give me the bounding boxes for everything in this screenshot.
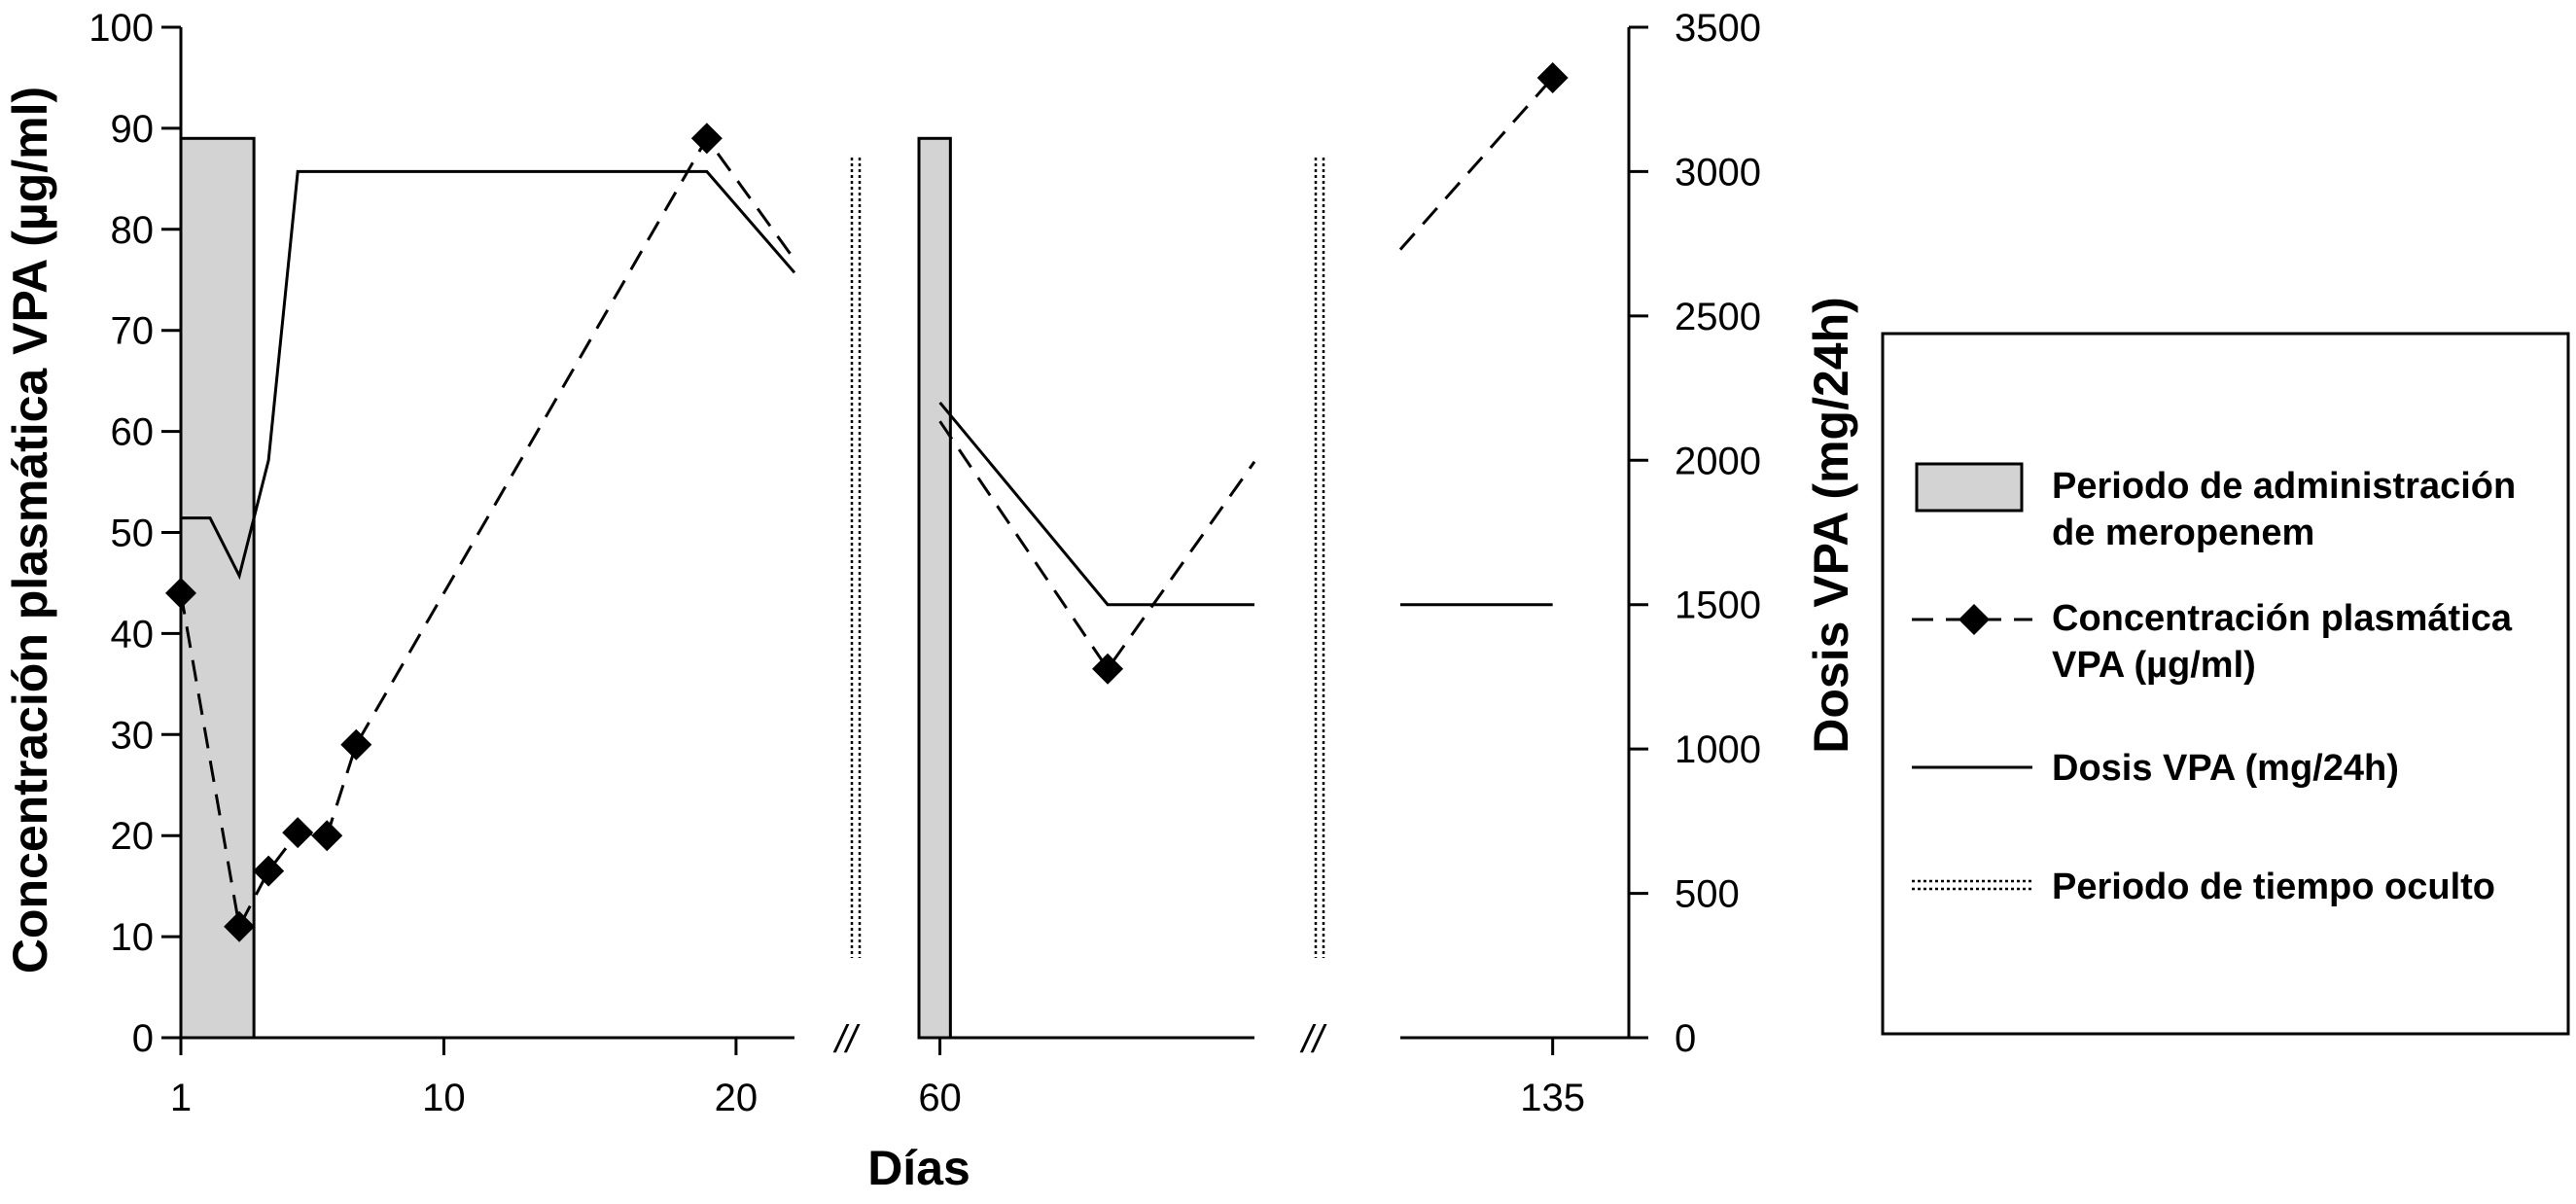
x-axis-title: Días bbox=[867, 1141, 970, 1195]
y-right-tick-label: 2500 bbox=[1675, 296, 1761, 338]
legend-label-0-line-0: Periodo de administración bbox=[2052, 466, 2516, 507]
y-left-tick-label: 80 bbox=[111, 209, 155, 252]
concentration-data-point bbox=[690, 123, 723, 155]
legend-label-0: Periodo de administración de meropenem bbox=[2052, 466, 2516, 553]
x-tick-label: 10 bbox=[422, 1077, 466, 1119]
y-left-tick-label: 0 bbox=[132, 1017, 154, 1060]
y-left-tick-label: 50 bbox=[111, 513, 155, 555]
concentration-data-point bbox=[1092, 653, 1124, 685]
x-tick-label: 135 bbox=[1520, 1077, 1585, 1119]
y-right-tick-label: 1000 bbox=[1675, 728, 1761, 771]
y-right-tick-label: 3000 bbox=[1675, 151, 1761, 194]
series-line-0-segment-2 bbox=[1398, 76, 1554, 251]
legend-box bbox=[1881, 332, 2570, 1036]
concentration-data-point bbox=[224, 910, 256, 942]
legend-symbol-meropenem bbox=[1915, 462, 2024, 513]
legend-label-1-line-1: VPA (µg/ml) bbox=[2052, 645, 2256, 686]
concentration-data-point bbox=[282, 817, 314, 849]
concentration-data-point bbox=[165, 577, 196, 609]
legend-label-0-line-1: de meropenem bbox=[2052, 513, 2314, 553]
y-left-tick-label: 60 bbox=[111, 411, 155, 454]
x-tick-label: 20 bbox=[715, 1077, 759, 1119]
y-axis-right-title: Dosis VPA (mg/24h) bbox=[1804, 297, 1858, 754]
legend-symbol-concentration-diamond bbox=[1958, 604, 1990, 635]
y-axis-left-title: Concentración plasmática VPA (µg/ml) bbox=[3, 87, 57, 974]
y-right-tick-label: 1500 bbox=[1675, 584, 1761, 627]
y-right-tick-label: 0 bbox=[1675, 1017, 1696, 1060]
y-right-tick-label: 2000 bbox=[1675, 440, 1761, 482]
y-left-tick-label: 30 bbox=[111, 714, 155, 757]
legend-label-3: Periodo de tiempo oculto bbox=[2052, 867, 2495, 907]
y-left-tick-label: 90 bbox=[111, 108, 155, 151]
legend-label-1-line-0: Concentración plasmática bbox=[2052, 598, 2513, 639]
x-axis-break-mark: // bbox=[1299, 1018, 1327, 1061]
series-line-0-segment-0 bbox=[179, 135, 796, 932]
concentration-data-point bbox=[340, 728, 372, 761]
meropenem-period-bar-1 bbox=[917, 136, 952, 1040]
y-right-tick-label: 500 bbox=[1675, 873, 1740, 916]
x-tick-label: 1 bbox=[170, 1077, 192, 1119]
y-left-tick-label: 40 bbox=[111, 613, 155, 655]
y-left-tick-label: 10 bbox=[111, 916, 155, 959]
x-tick-label: 60 bbox=[918, 1077, 962, 1119]
y-right-tick-label: 3500 bbox=[1675, 7, 1761, 50]
legend-label-1: Concentración plasmática VPA (µg/ml) bbox=[2052, 598, 2513, 686]
series-line-1-segment-0 bbox=[181, 169, 796, 581]
legend-label-2: Dosis VPA (mg/24h) bbox=[2052, 748, 2399, 789]
concentration-data-point bbox=[311, 820, 343, 852]
y-left-tick-label: 20 bbox=[111, 815, 155, 858]
x-axis-break-mark: // bbox=[832, 1018, 861, 1061]
y-left-tick-label: 100 bbox=[88, 7, 154, 50]
y-left-tick-label: 70 bbox=[111, 310, 155, 353]
meropenem-period-bar-0 bbox=[179, 136, 256, 1040]
concentration-data-point bbox=[1536, 61, 1569, 93]
concentration-data-point bbox=[253, 855, 285, 887]
series-line-1-segment-1 bbox=[938, 401, 1254, 607]
